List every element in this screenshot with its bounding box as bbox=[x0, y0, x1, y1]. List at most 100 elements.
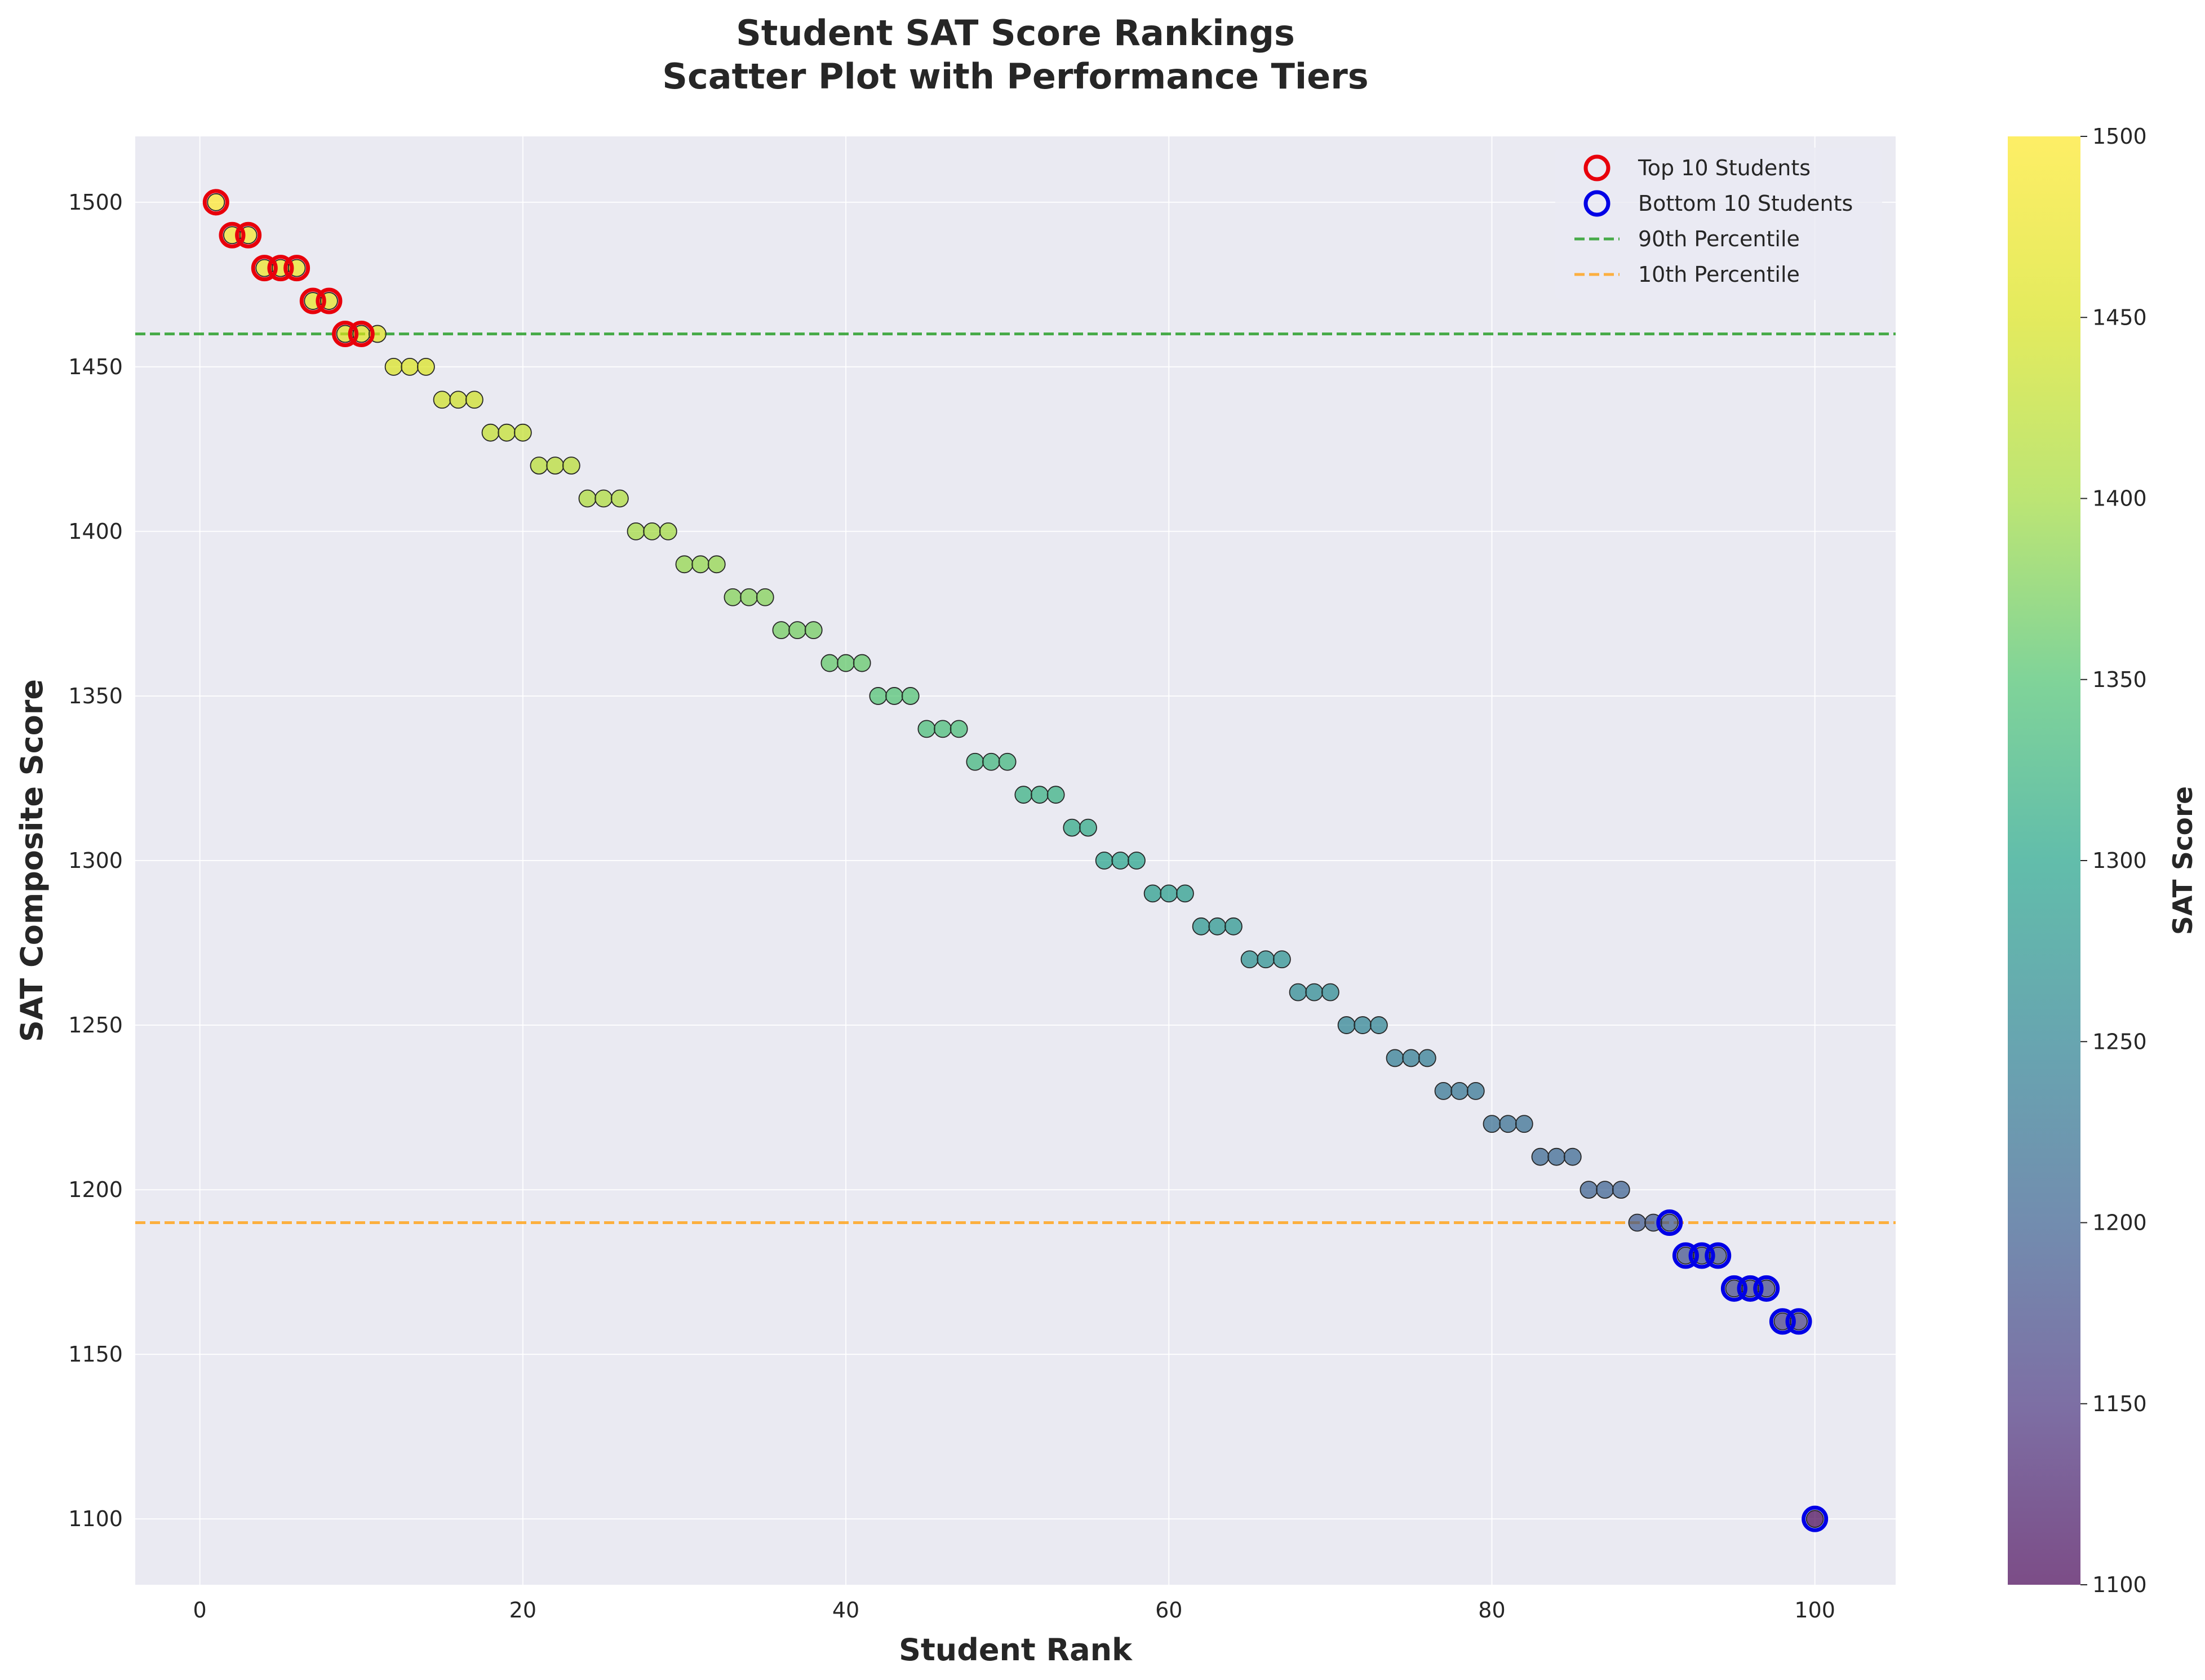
scatter-point bbox=[1354, 1016, 1372, 1034]
highlight-markers bbox=[202, 189, 1829, 1532]
scatter-point bbox=[1547, 1147, 1566, 1166]
scatter-point bbox=[772, 621, 791, 640]
scatter-point bbox=[1805, 1510, 1824, 1528]
x-tick-label: 100 bbox=[1794, 1598, 1835, 1623]
scatter-point bbox=[1128, 852, 1146, 870]
scatter-point bbox=[1143, 884, 1162, 903]
highlight-marker bbox=[348, 320, 375, 347]
x-tick-label: 80 bbox=[1478, 1598, 1505, 1623]
scatter-point bbox=[998, 752, 1017, 771]
scatter-point bbox=[740, 588, 758, 606]
scatter-point bbox=[449, 391, 468, 409]
scatter-point bbox=[1499, 1115, 1518, 1133]
scatter-point bbox=[1321, 983, 1339, 1001]
legend-frame bbox=[1555, 148, 1882, 300]
y-axis-label: SAT Composite Score bbox=[14, 679, 50, 1042]
highlight-marker bbox=[1785, 1308, 1812, 1335]
legend-label: 10th Percentile bbox=[1638, 262, 1800, 287]
scatter-point bbox=[1208, 917, 1227, 936]
highlight-marker bbox=[1705, 1242, 1732, 1269]
highlight-marker bbox=[219, 221, 246, 249]
x-tick-label: 20 bbox=[509, 1598, 536, 1623]
scatter-point bbox=[530, 456, 548, 475]
scatter-point bbox=[820, 654, 839, 672]
scatter-point bbox=[1596, 1181, 1614, 1199]
y-tick-label: 1400 bbox=[68, 519, 123, 544]
highlight-marker bbox=[1672, 1242, 1699, 1269]
legend: Top 10 Students Bottom 10 Students 90th Pe… bbox=[1555, 148, 1882, 300]
legend-marker bbox=[1583, 154, 1611, 181]
highlight-marker bbox=[1656, 1209, 1683, 1236]
grid bbox=[135, 136, 1896, 1585]
scatter-point bbox=[1272, 950, 1291, 969]
scatter-point bbox=[756, 588, 774, 606]
scatter-point bbox=[1563, 1147, 1582, 1166]
scatter-point bbox=[1111, 852, 1130, 870]
scatter-point bbox=[1046, 786, 1065, 804]
reference-lines bbox=[135, 332, 1896, 1224]
scatter-point bbox=[1660, 1213, 1679, 1232]
scatter-point bbox=[513, 423, 532, 442]
scatter-point bbox=[804, 621, 823, 640]
colorbar-tick-label: 1200 bbox=[2092, 1211, 2147, 1235]
x-tick-label: 40 bbox=[832, 1598, 859, 1623]
scatter-point bbox=[1192, 917, 1210, 936]
y-tick-label: 1100 bbox=[68, 1506, 123, 1531]
x-tick-label: 0 bbox=[193, 1598, 207, 1623]
colorbar-tick-label: 1250 bbox=[2092, 1029, 2147, 1054]
scatter-point bbox=[401, 357, 419, 376]
highlight-marker bbox=[1688, 1242, 1715, 1269]
colorbar-tick-label: 1350 bbox=[2092, 667, 2147, 692]
scatter-point bbox=[1515, 1115, 1533, 1133]
scatter-point bbox=[1014, 786, 1033, 804]
colorbar: 1100 1150 1200 1250 1300 1350 1400 1450 1500 SAT… bbox=[2008, 124, 2199, 1597]
legend-label: Top 10 Students bbox=[1638, 156, 1811, 180]
chart-title-line2: Scatter Plot with Performance Tiers bbox=[662, 56, 1368, 97]
scatter-point bbox=[643, 522, 662, 540]
scatter-point bbox=[1305, 983, 1324, 1001]
highlight-marker bbox=[316, 287, 343, 314]
highlight-marker bbox=[283, 255, 310, 282]
scatter-point bbox=[1466, 1081, 1485, 1100]
highlight-marker bbox=[299, 287, 326, 314]
colorbar-tick-label: 1100 bbox=[2092, 1572, 2147, 1597]
scatter-point bbox=[950, 720, 968, 738]
scatter-point bbox=[1289, 983, 1307, 1001]
y-tick-label: 1200 bbox=[68, 1177, 123, 1202]
scatter-point bbox=[1531, 1147, 1550, 1166]
highlight-marker bbox=[1802, 1505, 1829, 1532]
scatter-point bbox=[837, 654, 855, 672]
highlight-marker bbox=[267, 255, 294, 282]
scatter-point bbox=[562, 456, 580, 475]
y-tick-label: 1350 bbox=[68, 684, 123, 708]
colorbar-tick-label: 1400 bbox=[2092, 486, 2147, 511]
scatter-point bbox=[465, 391, 483, 409]
scatter-point bbox=[1063, 818, 1081, 837]
scatter-point bbox=[578, 489, 597, 508]
scatter-point bbox=[1628, 1213, 1647, 1232]
scatter-point bbox=[1418, 1049, 1436, 1067]
scatter-point bbox=[934, 720, 952, 738]
y-tick-label: 1300 bbox=[68, 848, 123, 873]
colorbar-gradient bbox=[2008, 136, 2080, 1585]
scatter-point bbox=[1079, 818, 1097, 837]
scatter-point bbox=[1612, 1181, 1630, 1199]
y-tick-label: 1250 bbox=[68, 1013, 123, 1038]
scatter-point bbox=[433, 391, 451, 409]
scatter-point bbox=[691, 555, 710, 574]
scatter-point bbox=[788, 621, 806, 640]
scatter-point bbox=[1434, 1081, 1453, 1100]
colorbar-tick-label: 1150 bbox=[2092, 1391, 2147, 1416]
scatter-point bbox=[1580, 1181, 1598, 1199]
scatter-point bbox=[627, 522, 645, 540]
x-tick-label: 60 bbox=[1155, 1598, 1182, 1623]
scatter-point bbox=[1386, 1049, 1404, 1067]
y-tick-label: 1450 bbox=[68, 354, 123, 379]
scatter-point bbox=[207, 193, 225, 211]
scatter-point bbox=[594, 489, 613, 508]
scatter-point bbox=[901, 687, 920, 705]
highlight-marker bbox=[1753, 1275, 1780, 1302]
scatter-point bbox=[384, 357, 403, 376]
y-tick-label: 1150 bbox=[68, 1342, 123, 1367]
